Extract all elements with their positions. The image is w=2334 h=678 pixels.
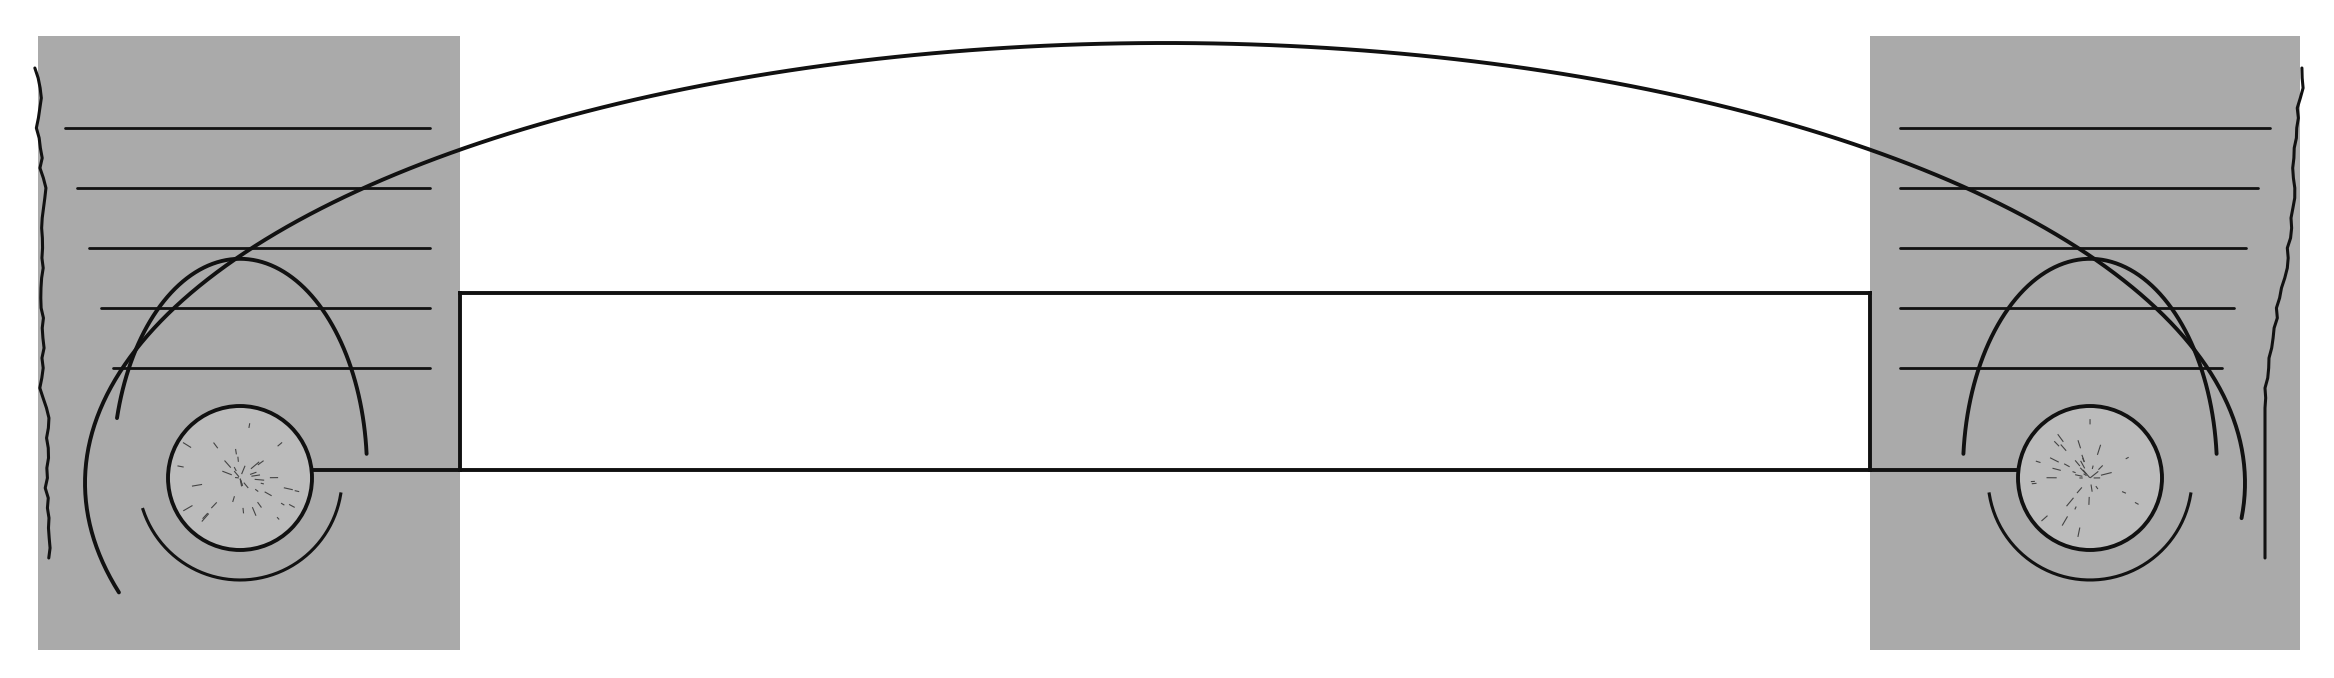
Polygon shape [1870,36,2299,650]
Polygon shape [37,36,460,650]
Circle shape [168,406,313,550]
Circle shape [2019,406,2161,550]
